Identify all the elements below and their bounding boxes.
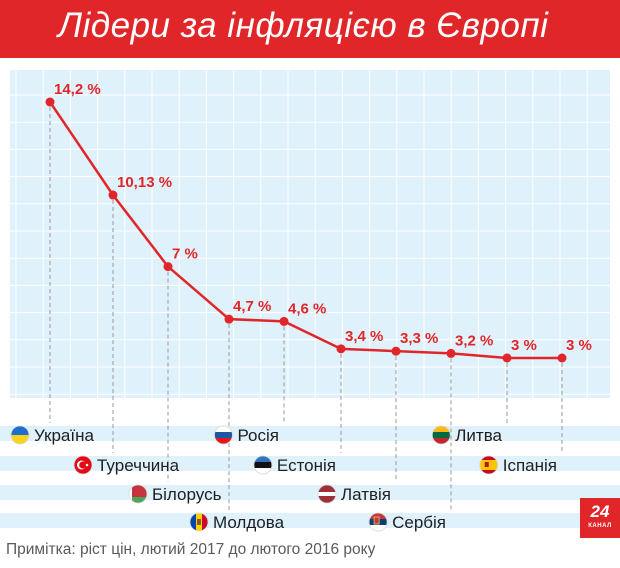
category-label: Іспанія [503,456,557,475]
label-band [0,513,620,528]
lithuania-flag-icon [431,425,451,445]
belarus-flag-icon [128,484,148,504]
data-label: 3 % [511,337,537,354]
spain-flag-icon [479,455,499,475]
data-label: 3,2 % [455,332,493,349]
moldova-flag-icon [189,512,209,532]
category-label: Литва [455,426,502,445]
category-label: Білорусь [152,485,222,504]
russia-flag-icon [214,425,233,445]
data-label: 14,2 % [54,81,101,98]
data-label: 3,4 % [345,328,383,345]
data-label: 7 % [172,246,198,263]
plot-area [10,70,610,398]
page-title: Лідери за інфляцією в Європі [58,6,549,45]
category-label: Молдова [213,513,285,532]
data-point [502,353,512,363]
footnote: Примітка: ріст цін, лютий 2017 до лютого… [6,541,376,558]
series-line [48,101,562,360]
data-point [557,353,567,363]
label-band [0,456,620,471]
ukraine-flag-icon [10,425,30,445]
data-point [279,316,289,326]
latvia-flag-icon [317,484,337,504]
data-label: 4,6 % [288,300,326,317]
category-label: Росія [237,426,279,445]
data-label: 4,7 % [233,298,271,315]
data-point [446,348,456,358]
logo-label: КАНАЛ [588,523,612,529]
data-point [163,262,173,272]
category-label: Сербія [392,513,446,532]
serbia-flag-icon [368,512,388,532]
label-band [0,485,620,500]
label-band [0,426,620,441]
data-point [45,97,55,107]
category-label: Туреччина [97,456,180,475]
category-label: Україна [34,426,94,445]
category-label: Латвія [341,485,391,504]
turkey-flag-icon [73,455,93,475]
estonia-flag-icon [253,455,273,475]
logo-number: 24 [590,502,610,521]
data-label: 10,13 % [117,174,172,191]
data-point [224,314,234,324]
grid [10,70,610,398]
channel-24-logo: 24 КАНАЛ [580,498,620,538]
category-label: Естонія [277,456,336,475]
inflation-line-chart: 14,2 % 10,13 % 7 % 4,7 % 4,6 % 3,4 % 3,3 % 3,2 … [0,70,620,532]
data-label: 3,3 % [400,330,438,347]
title-bar: Лідери за інфляцією в Європі [0,0,620,58]
data-point [336,344,346,354]
data-point [108,190,118,200]
data-label: 3 % [566,337,592,354]
data-point [391,346,401,356]
